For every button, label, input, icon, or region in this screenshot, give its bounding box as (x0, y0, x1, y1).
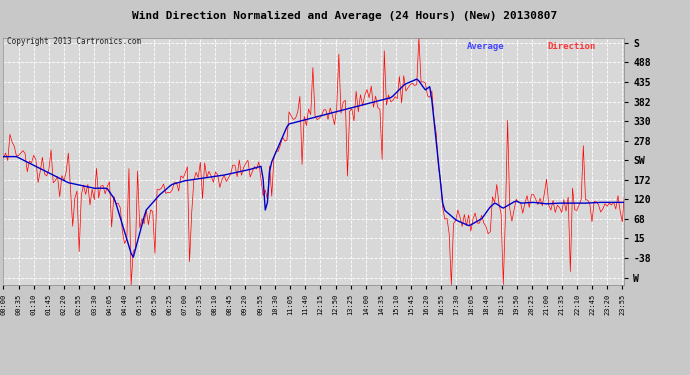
Text: Wind Direction Normalized and Average (24 Hours) (New) 20130807: Wind Direction Normalized and Average (2… (132, 11, 558, 21)
Text: Copyright 2013 Cartronics.com: Copyright 2013 Cartronics.com (7, 38, 141, 46)
